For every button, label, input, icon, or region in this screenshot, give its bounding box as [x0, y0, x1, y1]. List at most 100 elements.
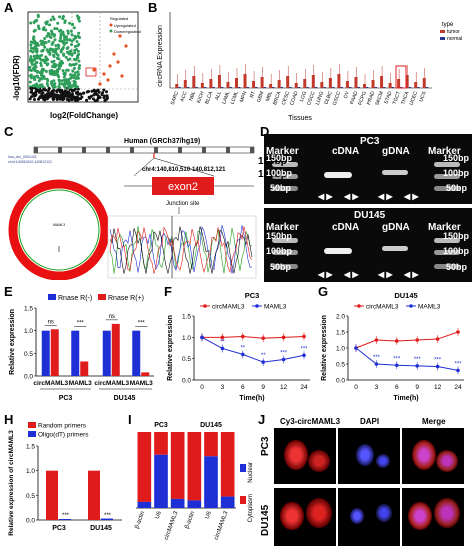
volcano-point-down	[66, 31, 70, 35]
du145-bp100-right: 100bp	[443, 246, 470, 256]
volcano-point-down	[52, 62, 56, 66]
volcano-point-ns	[91, 97, 95, 101]
volcano-point-up	[106, 78, 110, 82]
volcano-point-down	[43, 61, 47, 65]
data-point	[415, 364, 419, 368]
tissue-box-tumor	[414, 82, 418, 88]
volcano-point-down	[33, 28, 37, 32]
volcano-point-down	[36, 24, 40, 28]
panel-label-c: C	[4, 124, 14, 139]
sig-annotation: ***	[77, 321, 85, 327]
tissue-label: MPN	[239, 90, 249, 103]
volcano-point-down	[35, 60, 39, 64]
volcano-point-down	[63, 21, 67, 25]
volcano-point-down	[37, 86, 41, 90]
volcano-point-down	[33, 84, 37, 88]
bar-nuclear	[204, 456, 218, 508]
chart-title: DU145	[394, 291, 417, 300]
sig-annotation: ***	[62, 513, 70, 519]
legend-label: Cytoplasm	[248, 494, 254, 522]
volcano-point-down	[37, 27, 41, 31]
series-line	[202, 335, 305, 339]
volcano-point-down	[73, 71, 77, 75]
volcano-point-down	[76, 17, 80, 21]
y-tick-label: 1.5	[336, 330, 345, 337]
data-point	[415, 338, 419, 342]
volcano-point-down	[30, 61, 34, 65]
volcano-point-down	[35, 70, 39, 74]
volcano-point-down	[40, 39, 44, 43]
chart-h-primers: Random primers Oligo(dT) primers 0.0 0.5 1.0…	[8, 422, 122, 536]
volcano-ylabel: -log10(FDR)	[12, 55, 21, 101]
legend-label: circMAML3	[212, 304, 245, 311]
volcano-points	[28, 13, 128, 103]
tissue-box-normal	[195, 87, 198, 88]
volcano-point-down	[59, 39, 63, 43]
sig-annotation: ***	[414, 357, 422, 363]
y-axis-label: Relative expression of circMAML3	[8, 430, 15, 536]
volcano-point-down	[57, 85, 61, 89]
tissue-box-tumor	[269, 84, 273, 88]
volcano-point-down	[54, 43, 58, 47]
tissue-box-normal	[229, 87, 232, 88]
volcano-point-ns	[63, 93, 67, 97]
volcano-point-down	[76, 70, 80, 74]
volcano-point-down	[39, 64, 43, 68]
data-point	[374, 338, 379, 342]
tissue-legend-normal: normal	[447, 36, 462, 42]
volcano-point-down	[73, 44, 77, 48]
volcano-point-down	[53, 38, 57, 42]
volcano-point-ns	[61, 95, 65, 99]
volcano-legend-down: Downregulated	[114, 29, 141, 34]
fish-col-dapi: DAPI	[360, 417, 380, 426]
volcano-point-down	[48, 69, 52, 73]
volcano-point-down	[51, 48, 55, 52]
volcano-point-down	[47, 86, 51, 90]
tissue-box-normal	[203, 87, 207, 88]
highlight-box	[85, 67, 97, 77]
volcano-point-down	[41, 91, 45, 95]
volcano-point-ns	[105, 94, 109, 98]
series-line	[201, 336, 305, 363]
legend-swatch	[240, 464, 246, 472]
volcano-point-down	[45, 20, 49, 24]
volcano-point-down	[35, 54, 39, 58]
volcano-point-down	[44, 55, 48, 59]
volcano-point-ns	[75, 91, 79, 95]
x-tick-label: circMAML3	[94, 380, 129, 387]
volcano-point-down	[77, 67, 81, 71]
volcano-point-down	[62, 33, 66, 37]
volcano-point-ns	[88, 95, 92, 99]
gel-du145-marker-right: Marker	[428, 222, 461, 233]
volcano-point-down	[38, 77, 42, 81]
bar-nuclear	[154, 454, 168, 508]
volcano-point-up	[108, 64, 112, 68]
volcano-point-down	[52, 88, 56, 92]
volcano-point-down	[33, 94, 37, 98]
bar-nuclear	[187, 500, 202, 508]
tissue-box-tumor	[175, 84, 179, 88]
tissue-label: PAAD	[349, 90, 359, 105]
tissue-box-tumor	[226, 82, 230, 88]
fish-du145-dapi	[338, 488, 400, 546]
volcano-point-down	[62, 42, 66, 46]
bar	[88, 470, 100, 520]
bar	[41, 330, 50, 376]
volcano-point-ns	[100, 93, 104, 97]
tissue-box-normal	[212, 87, 215, 88]
volcano-point-down	[54, 51, 58, 55]
tissue-box-tumor	[209, 79, 213, 88]
y-tick-label: 2.0	[336, 314, 345, 321]
volcano-point-ns	[105, 97, 109, 101]
bar	[101, 518, 113, 520]
fish-row-du145: DU145	[260, 504, 271, 536]
y-tick-label: 1.0	[182, 335, 191, 342]
y-tick-label: 0.5	[24, 351, 33, 358]
volcano-point-down	[55, 72, 59, 76]
volcano-point-down	[72, 76, 76, 80]
data-point	[302, 334, 306, 339]
volcano-point-up	[124, 44, 128, 48]
volcano-point-down	[63, 85, 67, 89]
volcano-point-down	[73, 51, 77, 55]
